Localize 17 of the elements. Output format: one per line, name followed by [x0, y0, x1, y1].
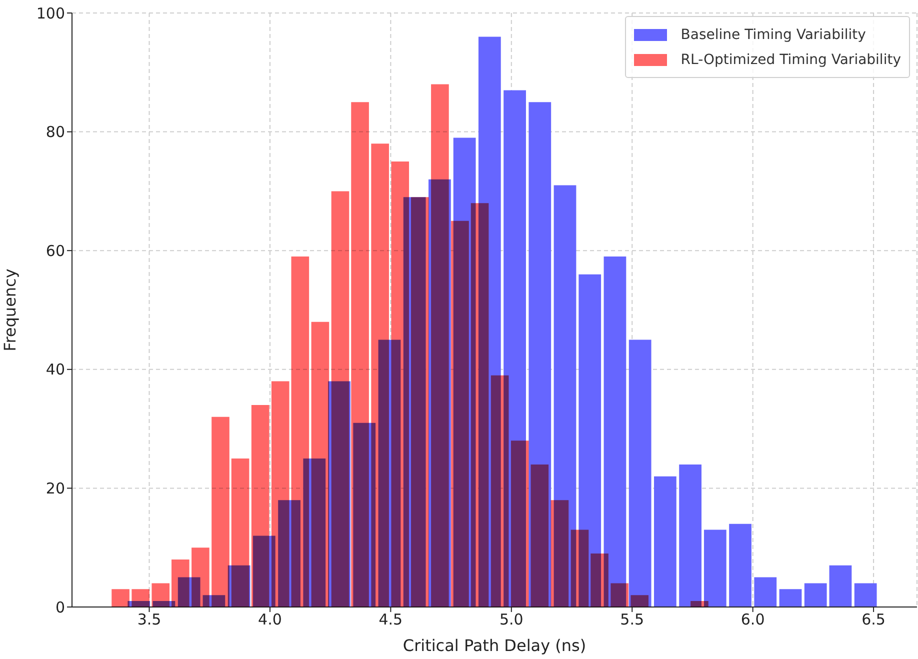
x-tick-label: 5.0 [499, 610, 524, 629]
x-tick-label: 5.5 [620, 610, 644, 629]
x-tick-label: 4.5 [378, 610, 403, 629]
legend-label: RL-Optimized Timing Variability [680, 52, 901, 68]
x-tick-label: 6.0 [740, 610, 765, 629]
y-tick-label: 0 [55, 598, 65, 616]
y-tick-label: 20 [46, 480, 65, 498]
legend-label: Baseline Timing Variability [680, 26, 866, 42]
x-tick-label: 4.0 [258, 610, 282, 629]
y-tick-label: 60 [46, 242, 65, 260]
x-axis-title: Critical Path Delay (ns) [402, 636, 586, 655]
x-tick-label: 3.5 [137, 610, 162, 629]
y-tick-label: 100 [36, 4, 65, 22]
y-tick-label: 80 [46, 123, 65, 142]
y-axis-title: Frequency [0, 268, 20, 352]
y-tick-label: 40 [46, 360, 65, 379]
x-tick-label: 6.5 [862, 610, 886, 629]
